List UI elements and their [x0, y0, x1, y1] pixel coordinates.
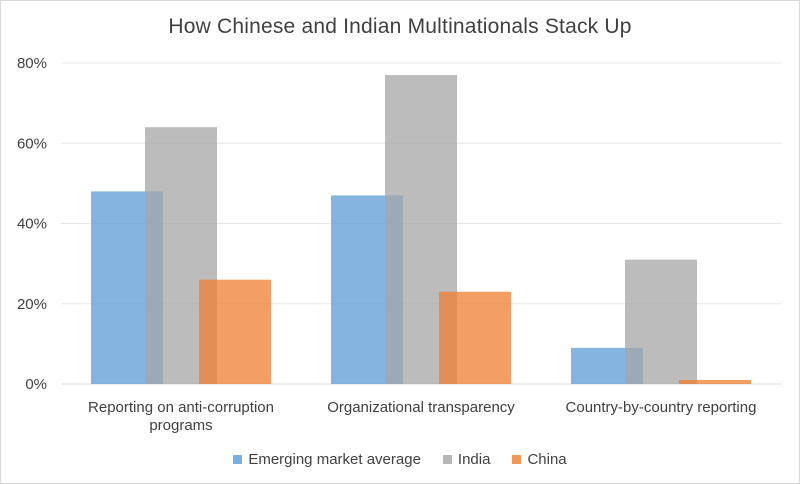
bar-china	[439, 291, 511, 384]
x-category-label: Organizational transparency	[327, 399, 515, 416]
y-tick-label: 20%	[17, 296, 47, 313]
y-tick-label: 40%	[17, 216, 47, 233]
legend-swatch	[233, 455, 243, 464]
y-tick-label: 60%	[17, 135, 47, 152]
legend-label: India	[457, 451, 491, 468]
x-category-label: Country-by-country reporting	[566, 399, 757, 416]
bar-india	[625, 259, 697, 384]
legend-label: Emerging market average	[248, 451, 421, 468]
chart-legend: Emerging market average India China	[1, 451, 799, 468]
legend-item: Emerging market average	[233, 451, 421, 468]
bar-china	[199, 279, 271, 384]
legend-item: India	[442, 451, 491, 468]
chart-title: How Chinese and Indian Multinationals St…	[168, 15, 632, 38]
legend-item: China	[512, 451, 567, 468]
y-tick-label: 80%	[17, 55, 47, 72]
y-tick-label: 0%	[25, 376, 47, 393]
legend-swatch	[512, 455, 522, 464]
legend-swatch	[442, 455, 452, 464]
legend-label: China	[527, 451, 567, 468]
bar-china	[679, 379, 751, 384]
x-category-label: Reporting on anti-corruption programs	[88, 399, 274, 434]
